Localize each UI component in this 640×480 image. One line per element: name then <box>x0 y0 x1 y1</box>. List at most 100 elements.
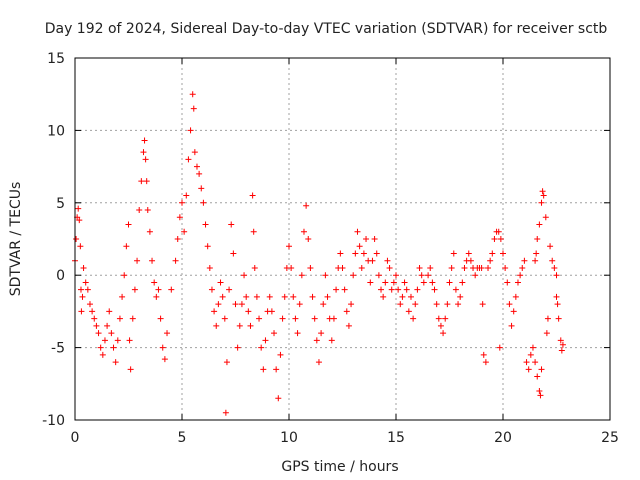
data-point <box>487 257 494 264</box>
data-point <box>292 315 299 322</box>
data-point <box>559 341 566 348</box>
data-point <box>230 250 237 257</box>
data-point <box>196 170 203 177</box>
data-point <box>534 373 541 380</box>
data-point <box>155 286 162 293</box>
data-point <box>112 359 119 366</box>
data-point <box>77 243 84 250</box>
data-point <box>123 243 130 250</box>
data-point <box>307 264 314 271</box>
data-point <box>373 250 380 257</box>
data-point <box>397 301 404 308</box>
data-point <box>452 286 459 293</box>
data-point <box>523 359 530 366</box>
data-point <box>429 279 436 286</box>
data-point <box>108 330 115 337</box>
data-point <box>343 308 350 315</box>
data-point <box>333 286 340 293</box>
data-point <box>485 264 492 271</box>
data-point <box>350 272 357 279</box>
data-point <box>129 315 136 322</box>
data-point <box>393 272 399 279</box>
data-point <box>480 351 487 358</box>
data-point <box>446 279 453 286</box>
data-point <box>190 105 197 112</box>
data-point <box>290 293 297 300</box>
data-point <box>174 236 181 242</box>
data-point <box>213 322 220 329</box>
x-tick-label: 10 <box>280 430 298 446</box>
data-point <box>407 293 414 300</box>
data-point <box>140 149 147 156</box>
data-point <box>512 293 519 300</box>
data-point <box>159 344 166 351</box>
data-point <box>375 272 382 279</box>
data-point <box>149 257 156 264</box>
data-point <box>236 322 243 329</box>
y-axis-ticks: -10 -5 0 5 10 15 <box>42 51 610 429</box>
data-point <box>193 163 200 170</box>
data-point <box>189 91 196 98</box>
data-point <box>99 351 106 358</box>
data-point <box>506 301 513 308</box>
y-tick-label: -10 <box>42 413 65 429</box>
data-point <box>390 279 397 286</box>
data-point <box>110 344 117 351</box>
data-point <box>538 366 545 373</box>
data-point <box>91 315 98 322</box>
data-point <box>250 228 257 235</box>
data-point <box>527 351 534 358</box>
data-point <box>146 228 153 235</box>
data-point <box>399 293 406 300</box>
data-point <box>544 315 551 322</box>
data-point <box>491 236 498 242</box>
data-point <box>273 366 280 373</box>
data-point <box>151 279 158 286</box>
data-point <box>277 351 284 358</box>
data-point <box>75 205 82 212</box>
data-point <box>82 279 89 286</box>
data-point <box>161 356 168 363</box>
data-point <box>543 330 550 337</box>
data-point <box>144 207 151 214</box>
data-point <box>84 286 91 293</box>
data-point <box>281 293 288 300</box>
data-point <box>309 293 316 300</box>
data-point <box>367 279 374 286</box>
data-point <box>324 293 331 300</box>
data-point <box>529 344 536 351</box>
data-point <box>211 308 218 315</box>
data-point <box>384 257 391 264</box>
data-point <box>536 388 543 395</box>
data-point <box>352 250 359 257</box>
x-tick-label: 0 <box>71 430 80 446</box>
data-point <box>134 257 141 264</box>
data-point <box>405 308 412 315</box>
data-point <box>444 301 451 308</box>
data-point <box>298 272 305 279</box>
data-point <box>77 286 84 293</box>
data-point <box>241 272 248 279</box>
data-point <box>76 217 83 224</box>
data-point <box>95 330 102 337</box>
y-tick-label: 15 <box>47 51 65 67</box>
data-point <box>459 279 466 286</box>
data-point <box>249 192 256 199</box>
data-point <box>136 207 143 214</box>
data-point <box>345 322 352 329</box>
data-point <box>243 293 250 300</box>
data-point <box>114 337 121 344</box>
data-point <box>296 301 303 308</box>
data-point <box>358 264 365 271</box>
data-point <box>363 236 370 242</box>
data-point <box>260 366 267 373</box>
data-point <box>153 293 160 300</box>
data-point <box>143 178 150 185</box>
data-point <box>328 337 335 344</box>
data-point <box>315 359 322 366</box>
data-point <box>461 264 468 271</box>
data-point <box>116 315 123 322</box>
data-point <box>532 257 539 264</box>
data-point <box>234 344 241 351</box>
